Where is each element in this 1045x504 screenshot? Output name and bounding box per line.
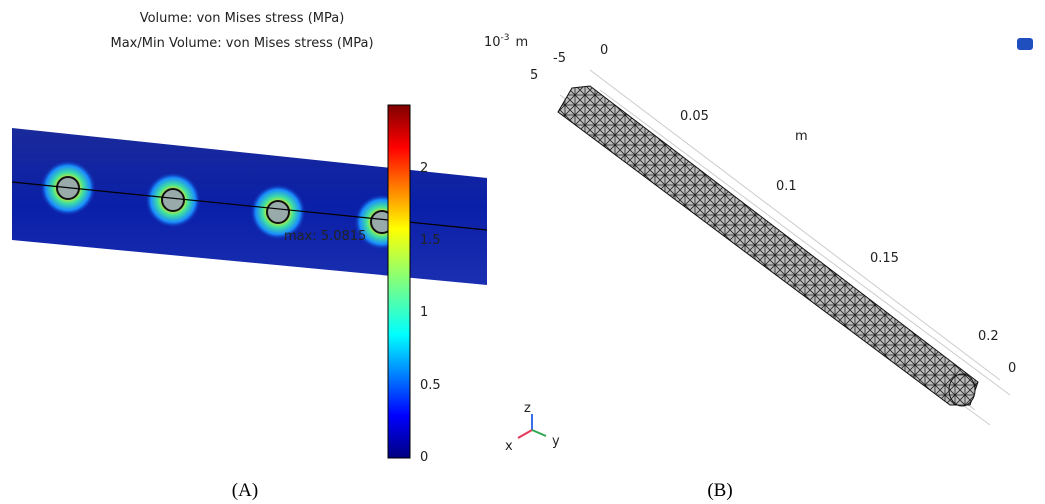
view-icon[interactable] bbox=[1017, 38, 1033, 50]
colorbar-tick: 2 bbox=[420, 161, 428, 176]
triad-label: y bbox=[552, 434, 560, 449]
axis-label: 0 bbox=[1008, 361, 1016, 376]
axis-label: 0.2 bbox=[978, 329, 999, 344]
scale-label: 10-3 m bbox=[484, 33, 528, 50]
axis-label: 0.05 bbox=[680, 109, 709, 124]
title: Max/Min Volume: von Mises stress (MPa) bbox=[110, 36, 373, 51]
panel-a: Volume: von Mises stress (MPa) Max/Min V… bbox=[11, 11, 560, 501]
axis-label: -5 bbox=[553, 51, 566, 66]
scale-exp: -3 bbox=[501, 33, 510, 43]
caption: (A) bbox=[232, 480, 258, 501]
axis-label: 0 bbox=[600, 43, 608, 58]
triad-label: z bbox=[524, 401, 531, 416]
axis-label: m bbox=[795, 129, 808, 144]
title: Volume: von Mises stress (MPa) bbox=[140, 11, 345, 26]
axis-label: 5 bbox=[530, 68, 538, 83]
caption: (B) bbox=[707, 480, 732, 501]
panel-b: 10-3 m -5 0 5 0.05 m 0.1 0.15 0.2 0 (B) bbox=[484, 33, 1033, 501]
colorbar-tick: 1 bbox=[420, 305, 428, 320]
mesh-cylinder bbox=[557, 85, 979, 406]
max-annotation: max: 5.0815 bbox=[284, 229, 366, 244]
axis-label: 0.1 bbox=[776, 179, 797, 194]
colorbar-tick: 1.5 bbox=[420, 233, 441, 248]
scale-base: 10 bbox=[484, 35, 501, 50]
mesh-end bbox=[948, 373, 976, 407]
axis-label: 0.15 bbox=[870, 251, 899, 266]
axis-triad: z x y bbox=[505, 401, 560, 454]
colorbar-tick: 0 bbox=[420, 450, 428, 465]
colorbar-tick: 0.5 bbox=[420, 378, 441, 393]
triad-label: x bbox=[505, 439, 513, 454]
colorbar bbox=[387, 104, 411, 459]
scale-unit: m bbox=[516, 35, 529, 50]
